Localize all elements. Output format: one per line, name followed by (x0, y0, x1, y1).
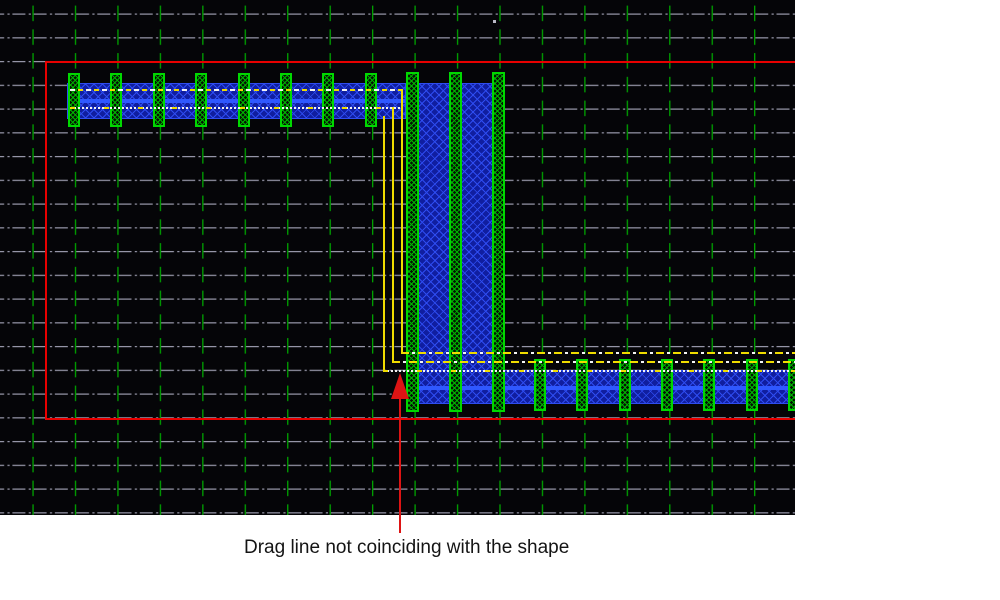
via-bar-vertical[interactable] (491, 71, 505, 412)
via-contact[interactable] (322, 72, 334, 127)
via-contact[interactable] (745, 359, 758, 411)
via-contact[interactable] (237, 72, 250, 127)
annotation-arrow-head (391, 373, 409, 399)
via-contact[interactable] (788, 359, 795, 411)
path-centerline-dotted-bottom (383, 369, 795, 372)
via-contact[interactable] (618, 359, 631, 411)
via-contact[interactable] (576, 359, 588, 411)
via-bar-vertical[interactable] (449, 71, 462, 412)
via-contact[interactable] (152, 72, 165, 127)
drag-line-horizontal[interactable] (392, 361, 795, 363)
via-contact[interactable] (110, 72, 122, 127)
drag-line-horizontal[interactable] (401, 352, 795, 354)
drag-line-vertical[interactable] (401, 89, 403, 354)
layout-canvas[interactable] (0, 0, 795, 515)
via-contact[interactable] (661, 359, 673, 411)
annotation-arrow-line (399, 396, 401, 533)
boundary-rect[interactable] (45, 61, 795, 420)
drag-line-vertical[interactable] (383, 116, 385, 372)
drag-line-vertical[interactable] (392, 107, 394, 363)
via-contact[interactable] (364, 72, 377, 127)
metal-segment-bottom[interactable] (405, 370, 795, 404)
via-contact[interactable] (534, 359, 546, 411)
annotation-label: Drag line not coinciding with the shape (244, 537, 570, 558)
via-contact[interactable] (195, 72, 207, 127)
via-contact[interactable] (703, 359, 715, 411)
stray-pixel-dot (493, 20, 496, 23)
path-centerline-dashed-top (70, 89, 406, 91)
via-contact[interactable] (280, 72, 292, 127)
via-contact[interactable] (67, 72, 80, 127)
path-centerline-dotted-top (70, 107, 403, 109)
via-bar-vertical[interactable] (405, 71, 419, 412)
